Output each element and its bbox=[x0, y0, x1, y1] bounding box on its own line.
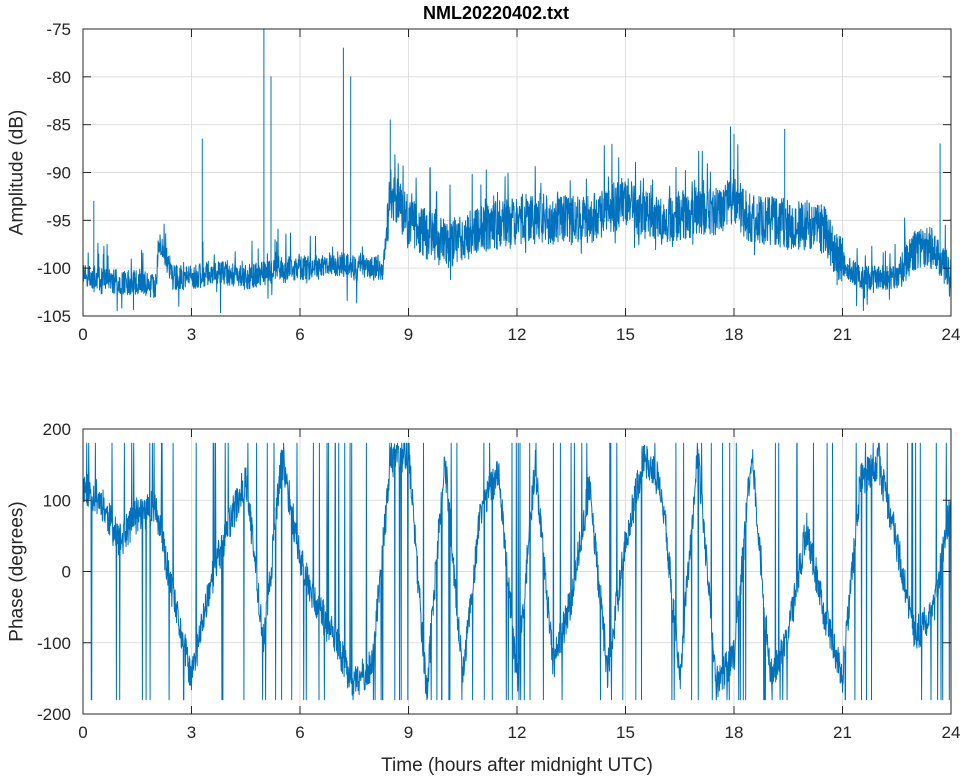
y-tick-label: -85 bbox=[46, 116, 71, 135]
y-axis-label: Phase (degrees) bbox=[7, 501, 28, 641]
y-axis-label: Amplitude (dB) bbox=[7, 110, 28, 236]
x-tick-label: 24 bbox=[942, 723, 961, 742]
y-tick-label: -100 bbox=[37, 634, 71, 653]
x-tick-label: 21 bbox=[833, 325, 852, 344]
phase-series-line bbox=[83, 442, 951, 701]
x-tick-label: 18 bbox=[725, 325, 744, 344]
x-axis-label: Time (hours after midnight UTC) bbox=[381, 755, 653, 776]
x-tick-label: 15 bbox=[616, 325, 635, 344]
x-tick-label: 9 bbox=[404, 325, 413, 344]
y-tick-label: -75 bbox=[46, 20, 71, 39]
x-tick-label: 21 bbox=[833, 723, 852, 742]
y-tick-label: -80 bbox=[46, 68, 71, 87]
y-tick-label: -200 bbox=[37, 705, 71, 724]
phase-plot: 0 3 6 9 12 15 18 21 24 -200 -100 0 100 200 Phase (degr… bbox=[7, 420, 961, 776]
x-tick-label: 6 bbox=[295, 723, 304, 742]
y-tick-label: 100 bbox=[43, 491, 71, 510]
y-tick-label: 200 bbox=[43, 420, 71, 439]
y-tick-label: -90 bbox=[46, 164, 71, 183]
x-tick-label: 12 bbox=[508, 723, 527, 742]
x-tick-label: 12 bbox=[508, 325, 527, 344]
x-tick-label: 24 bbox=[942, 325, 961, 344]
x-tick-label: 9 bbox=[404, 723, 413, 742]
x-tick-label: 0 bbox=[78, 723, 87, 742]
chart-title: NML20220402.txt bbox=[423, 3, 569, 23]
x-tick-label: 3 bbox=[187, 723, 196, 742]
amplitude-plot: 0 3 6 9 12 15 18 21 24 -105 -100 -95 -90 -85 -80 -75 Amp… bbox=[7, 20, 961, 344]
x-tick-label: 6 bbox=[295, 325, 304, 344]
y-tick-label: 0 bbox=[62, 563, 71, 582]
x-tick-label: 0 bbox=[78, 325, 87, 344]
y-tick-label: -95 bbox=[46, 211, 71, 230]
x-tick-label: 18 bbox=[725, 723, 744, 742]
x-tick-label: 15 bbox=[616, 723, 635, 742]
y-tick-label: -105 bbox=[37, 307, 71, 326]
x-tick-label: 3 bbox=[187, 325, 196, 344]
amplitude-series-line bbox=[83, 29, 951, 314]
y-tick-label: -100 bbox=[37, 259, 71, 278]
